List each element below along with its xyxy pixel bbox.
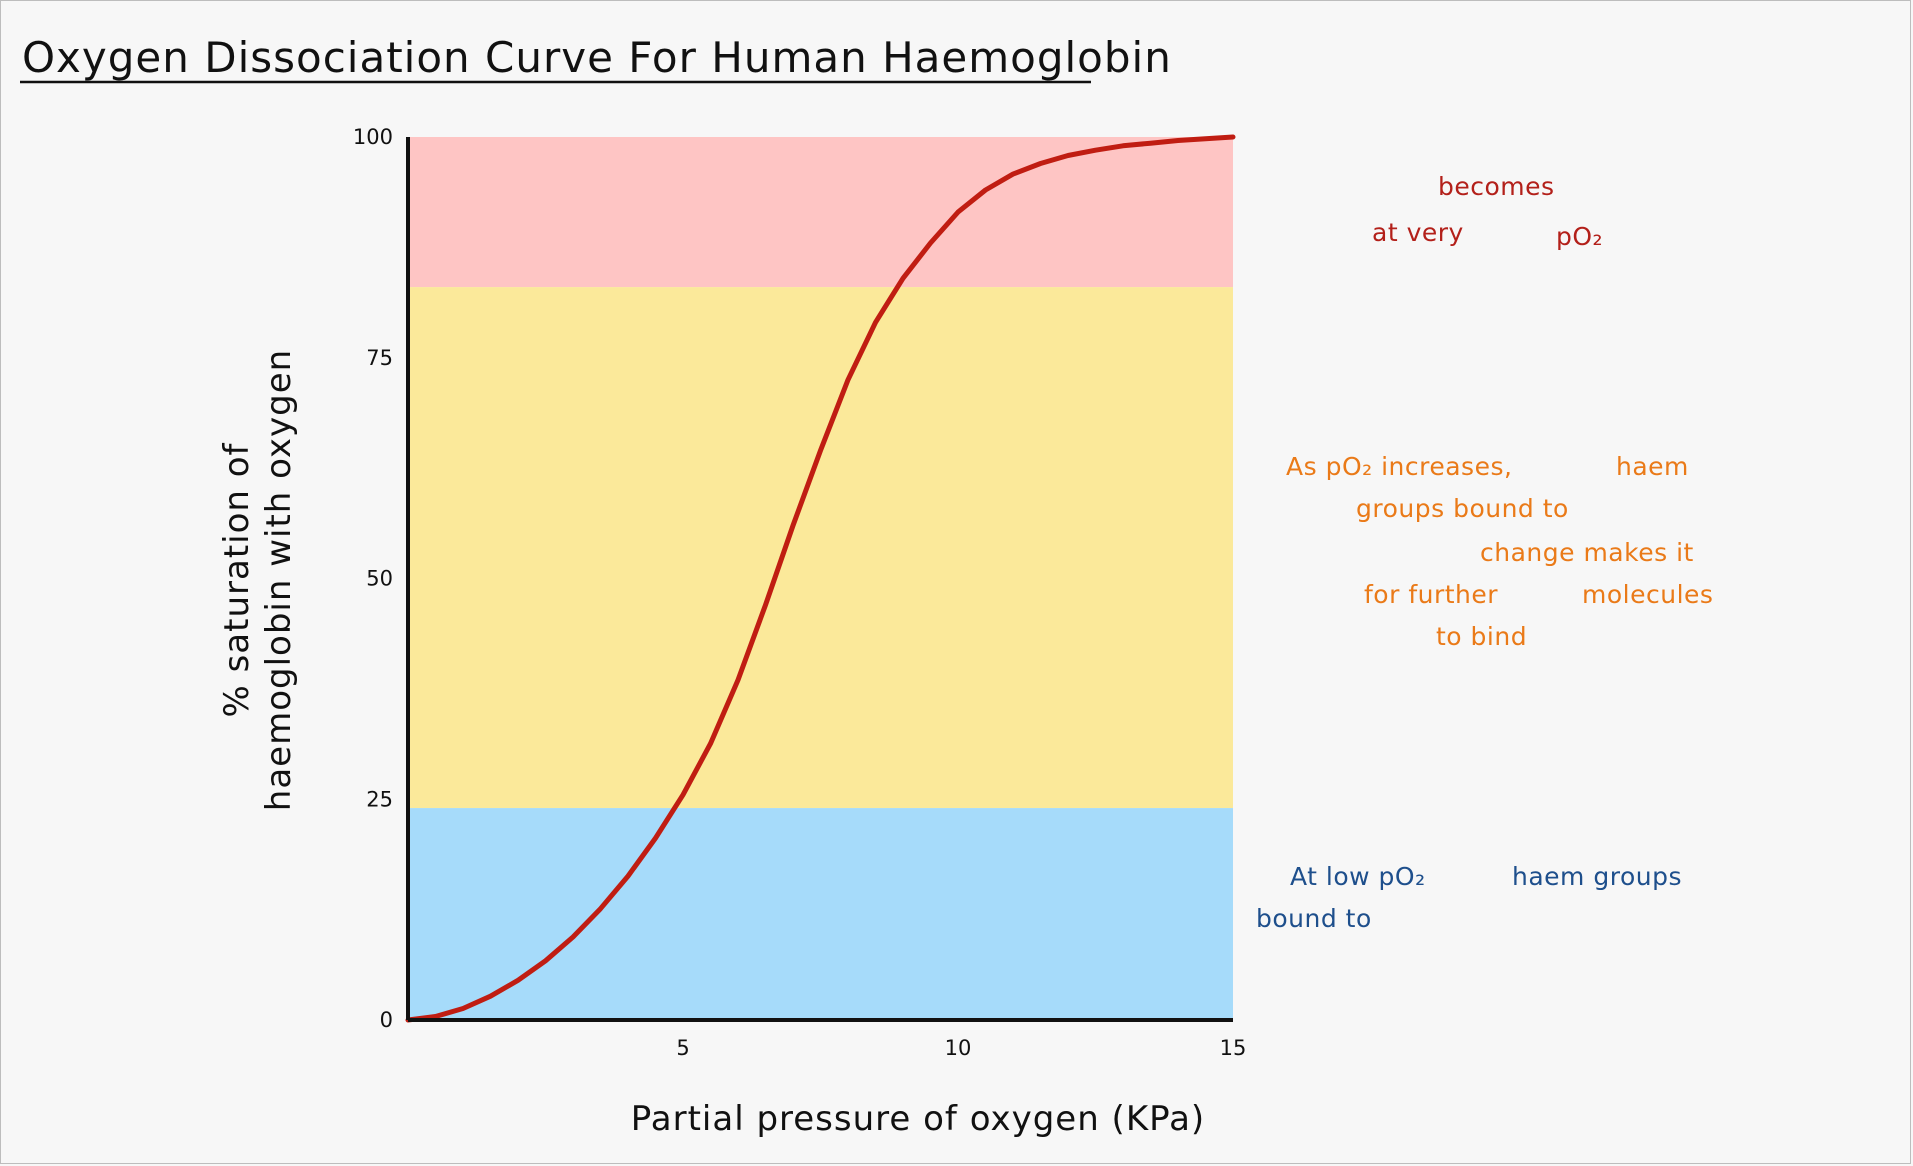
x-tick-label: 10: [945, 1036, 972, 1060]
band-2: [408, 808, 1233, 1020]
y-axis-label-line-1: % saturation of: [217, 442, 257, 717]
band-0: [408, 137, 1233, 288]
note-blue-haem-groups: haem groups: [1512, 862, 1682, 891]
note-orange-change-makes-it: change makes it: [1480, 538, 1694, 567]
y-tick-label: 100: [353, 125, 393, 149]
x-axis-label: Partial pressure of oxygen (KPa): [631, 1099, 1205, 1139]
chart-title: Oxygen Dissociation Curve For Human Haem…: [22, 33, 1172, 82]
y-axis-label-line-2: haemoglobin with oxygen: [259, 349, 299, 811]
note-orange-to-bind: to bind: [1436, 622, 1528, 651]
y-axis-label: % saturation of haemoglobin with oxygen: [217, 349, 299, 811]
y-tick-label: 75: [366, 346, 393, 370]
band-1: [408, 287, 1233, 809]
y-tick-label: 25: [366, 787, 393, 811]
dissociation-curve-line: [405, 134, 1236, 1023]
x-tick-label: 5: [676, 1036, 689, 1060]
curve-layer: [405, 134, 1236, 1023]
saturation-bands: [408, 137, 1233, 1020]
note-red-becomes: becomes: [1438, 172, 1555, 201]
axes: [406, 137, 1233, 1022]
note-red-at-very: at very: [1372, 218, 1464, 247]
y-tick-label: 50: [366, 567, 393, 591]
note-orange-molecules: molecules: [1582, 580, 1714, 609]
note-blue-bound-to: bound to: [1256, 904, 1372, 933]
note-blue-at-low-po2: At low pO₂: [1290, 862, 1426, 891]
note-orange-for-further: for further: [1364, 580, 1499, 609]
note-orange-as-po2-increases: As pO₂ increases,: [1286, 452, 1513, 481]
x-tick-label: 15: [1220, 1036, 1247, 1060]
y-tick-label: 0: [380, 1008, 393, 1032]
note-red-po2: pO₂: [1556, 222, 1604, 251]
note-orange-groups-bound-to: groups bound to: [1356, 494, 1569, 523]
tick-labels: 0 25 50 75 100 5 10 15: [353, 125, 1246, 1060]
note-orange-haem: haem: [1616, 452, 1689, 481]
